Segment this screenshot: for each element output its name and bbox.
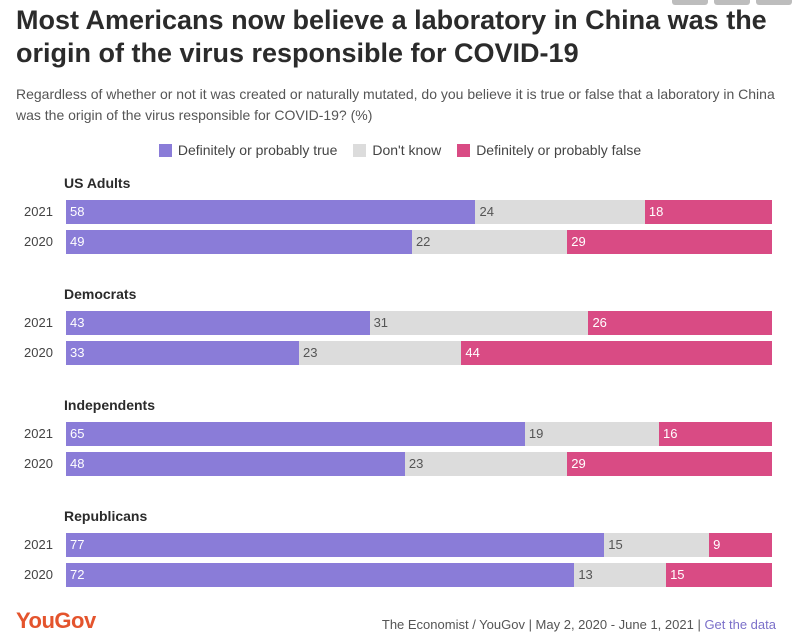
value-label: 43 (70, 315, 85, 330)
window-tab[interactable] (672, 0, 708, 5)
value-label: 13 (578, 567, 593, 582)
stacked-bar: 33 23 44 (66, 341, 772, 365)
window-tab[interactable] (756, 0, 792, 5)
stacked-bar: 77 15 9 (66, 533, 772, 557)
footer-source: The Economist / YouGov | May 2, 2020 - J… (382, 617, 776, 632)
year-label: 2021 (24, 204, 53, 219)
value-label: 23 (302, 345, 318, 360)
group-label: Independents (64, 397, 156, 413)
legend-label-dont-know: Don't know (372, 142, 442, 158)
legend-label-true: Definitely or probably true (177, 142, 338, 158)
seg-dont-know[interactable]: 13 (574, 563, 667, 587)
legend-swatch-false (457, 143, 471, 157)
group-label: Republicans (64, 508, 148, 524)
seg-true[interactable]: 48 (66, 452, 405, 476)
seg-dont-know[interactable]: 15 (604, 533, 710, 557)
value-label: 49 (70, 234, 85, 249)
value-label: 26 (592, 315, 607, 330)
value-label: 31 (373, 315, 389, 330)
seg-false[interactable]: 15 (666, 563, 772, 587)
stacked-bar: 49 22 29 (66, 230, 772, 254)
value-label: 18 (648, 204, 664, 219)
seg-dont-know[interactable]: 24 (475, 200, 645, 224)
seg-false[interactable]: 26 (588, 311, 772, 335)
stacked-bar: 72 13 15 (66, 563, 772, 587)
value-label: 65 (70, 426, 85, 441)
year-label: 2020 (24, 345, 53, 360)
seg-true[interactable]: 49 (66, 230, 412, 254)
seg-false[interactable]: 29 (567, 230, 772, 254)
yougov-logo: YouGov (16, 608, 96, 633)
seg-false[interactable]: 16 (659, 422, 772, 446)
legend-item-true: Definitely or probably true (158, 142, 338, 158)
chart-subtitle: Regardless of whether or not it was crea… (16, 86, 775, 123)
value-label: 16 (663, 426, 678, 441)
window-tab[interactable] (714, 0, 750, 5)
value-label: 15 (670, 567, 685, 582)
legend-item-dont-know: Don't know (353, 142, 441, 158)
value-label: 44 (465, 345, 480, 360)
value-label: 72 (70, 567, 85, 582)
chart-title: Most Americans now believe a laboratory … (16, 5, 767, 68)
stacked-bar: 48 23 29 (66, 452, 772, 476)
seg-true[interactable]: 58 (66, 200, 476, 224)
seg-dont-know[interactable]: 23 (298, 341, 462, 365)
seg-true[interactable]: 65 (66, 422, 525, 446)
seg-false[interactable]: 9 (709, 533, 772, 557)
value-label: 33 (70, 345, 85, 360)
seg-false[interactable]: 18 (644, 200, 772, 224)
stacked-bar: 58 24 18 (66, 200, 772, 224)
get-the-data-link[interactable]: Get the data (704, 617, 776, 632)
value-label: 23 (408, 456, 424, 471)
seg-true[interactable]: 72 (66, 563, 575, 587)
seg-true[interactable]: 33 (66, 341, 299, 365)
year-label: 2021 (24, 315, 53, 330)
legend-swatch-dont-know (353, 143, 367, 157)
value-label: 48 (70, 456, 85, 471)
stacked-bar: 43 31 26 (66, 311, 772, 335)
value-label: 9 (713, 537, 721, 552)
year-label: 2020 (24, 456, 53, 471)
legend-swatch-true (158, 143, 172, 157)
value-label: 29 (571, 456, 586, 471)
value-label: 19 (528, 426, 544, 441)
source-text: The Economist / YouGov | May 2, 2020 - J… (381, 617, 705, 632)
year-label: 2021 (24, 537, 53, 552)
seg-false[interactable]: 29 (567, 452, 772, 476)
group-label: Democrats (64, 286, 137, 302)
legend-label-false: Definitely or probably false (476, 142, 642, 158)
seg-true[interactable]: 77 (66, 533, 605, 557)
year-label: 2021 (24, 426, 53, 441)
window-tabs (672, 0, 792, 5)
value-label: 24 (479, 204, 494, 219)
year-label: 2020 (24, 567, 53, 582)
value-label: 15 (608, 537, 623, 552)
group-label: US Adults (64, 175, 131, 191)
value-label: 22 (415, 234, 431, 249)
value-label: 58 (70, 204, 85, 219)
seg-dont-know[interactable]: 23 (404, 452, 568, 476)
value-label: 77 (70, 537, 85, 552)
stacked-bar: 65 19 16 (66, 422, 772, 446)
year-label: 2020 (24, 234, 53, 249)
seg-true[interactable]: 43 (66, 311, 370, 335)
chart-legend: Definitely or probably true Don't know D… (0, 142, 800, 158)
seg-dont-know[interactable]: 22 (411, 230, 568, 254)
value-label: 29 (571, 234, 586, 249)
seg-dont-know[interactable]: 19 (524, 422, 660, 446)
seg-false[interactable]: 44 (461, 341, 772, 365)
seg-dont-know[interactable]: 31 (369, 311, 589, 335)
legend-item-false: Definitely or probably false (457, 142, 641, 158)
